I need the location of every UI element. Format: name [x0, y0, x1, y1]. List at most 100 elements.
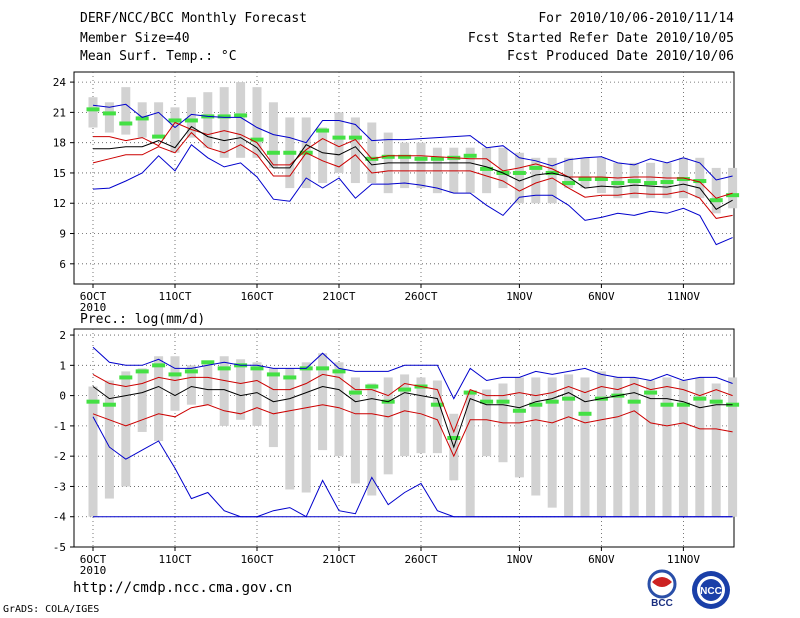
median-marker [381, 154, 395, 159]
median-marker [152, 134, 166, 139]
series-line-hi [92, 373, 733, 434]
median-marker [250, 137, 264, 142]
series-line-lo [92, 131, 733, 219]
ensemble-box [203, 92, 213, 148]
y-tick-label: -2 [53, 450, 66, 463]
ensemble-box [334, 112, 344, 173]
x-tick-label: 1NOV [506, 290, 533, 303]
median-marker [398, 154, 412, 159]
ensemble-box [711, 167, 721, 214]
median-marker [562, 181, 576, 186]
ensemble-box [186, 97, 196, 138]
median-marker [644, 390, 658, 395]
footer-url[interactable]: http://cmdp.ncc.cma.gov.cn [73, 580, 293, 596]
ensemble-box [564, 374, 574, 517]
median-marker [184, 369, 198, 374]
ensemble-box [104, 380, 114, 499]
median-marker [709, 198, 723, 203]
ensemble-box [252, 87, 262, 158]
ensemble-box [219, 87, 229, 158]
ensemble-box [711, 383, 721, 517]
ensemble-box [236, 359, 246, 420]
x-tick-label: 21OCT [322, 290, 355, 303]
ensemble-box [498, 147, 508, 189]
x-tick-label: 6OCT [80, 290, 107, 303]
median-marker [660, 180, 674, 185]
ensemble-box [154, 102, 164, 138]
ensemble-box [728, 377, 738, 517]
ensemble-box [203, 362, 213, 405]
median-marker [693, 396, 707, 401]
ensemble-box [596, 371, 606, 517]
ensemble-box [383, 377, 393, 475]
ensemble-box [613, 162, 623, 199]
median-marker [86, 399, 100, 404]
ensemble-box [547, 377, 557, 508]
median-marker [168, 372, 182, 377]
ensemble-box [580, 377, 590, 517]
series-line-min [92, 143, 733, 246]
grads-credit: GrADS: COLA/IGES [3, 604, 100, 615]
ensemble-box [334, 362, 344, 457]
median-marker [644, 181, 658, 186]
ensemble-box [613, 377, 623, 517]
y-tick-label: 2 [59, 329, 66, 342]
ensemble-box [252, 362, 262, 426]
x-year-label: 2010 [80, 301, 107, 314]
x-tick-label: 1NOV [506, 553, 533, 566]
ensemble-box [318, 353, 328, 451]
median-marker [332, 369, 346, 374]
median-marker [578, 177, 592, 182]
median-marker [102, 402, 116, 407]
x-tick-label: 11NOV [667, 553, 700, 566]
median-marker [414, 156, 428, 161]
series-line-mean [93, 125, 733, 210]
median-marker [201, 360, 215, 365]
median-marker [578, 411, 592, 416]
median-marker [119, 375, 133, 380]
ensemble-box [465, 392, 475, 517]
y-tick-label: 15 [53, 167, 66, 180]
ensemble-box [400, 374, 410, 457]
ensemble-box [514, 152, 524, 204]
x-tick-label: 26OCT [404, 290, 437, 303]
ensemble-box [629, 377, 639, 517]
ensemble-box [400, 142, 410, 189]
median-marker [283, 375, 297, 380]
x-tick-label: 6NOV [588, 290, 615, 303]
ensemble-box [695, 377, 705, 517]
median-marker [512, 170, 526, 175]
ensemble-box [137, 368, 147, 432]
x-tick-label: 26OCT [404, 553, 437, 566]
median-marker [316, 366, 330, 371]
series-line-max [92, 103, 733, 181]
median-marker [430, 402, 444, 407]
ensemble-box [121, 371, 131, 487]
median-marker [102, 111, 116, 116]
median-marker [709, 399, 723, 404]
ensemble-box [678, 380, 688, 517]
ensemble-box [367, 122, 377, 184]
median-marker [447, 436, 461, 440]
ensemble-box [432, 380, 442, 454]
ensemble-box [88, 97, 98, 128]
median-marker [512, 408, 526, 413]
ensemble-box [350, 117, 360, 184]
ensemble-box [547, 157, 557, 204]
ensemble-box [695, 157, 705, 199]
ensemble-box [416, 142, 426, 189]
ensemble-box [662, 377, 672, 517]
ensemble-box [219, 356, 229, 426]
median-marker [398, 387, 412, 392]
median-marker [217, 366, 231, 371]
median-marker [463, 153, 477, 158]
y-tick-label: 6 [59, 258, 66, 271]
ensemble-box [580, 157, 590, 189]
started-date: Fcst Started Refer Date 2010/10/05 [467, 31, 734, 46]
median-marker [266, 150, 280, 155]
series-line-mean [92, 385, 733, 449]
median-marker [496, 399, 510, 404]
y-tick-label: -5 [53, 541, 66, 554]
ensemble-box [416, 377, 426, 454]
